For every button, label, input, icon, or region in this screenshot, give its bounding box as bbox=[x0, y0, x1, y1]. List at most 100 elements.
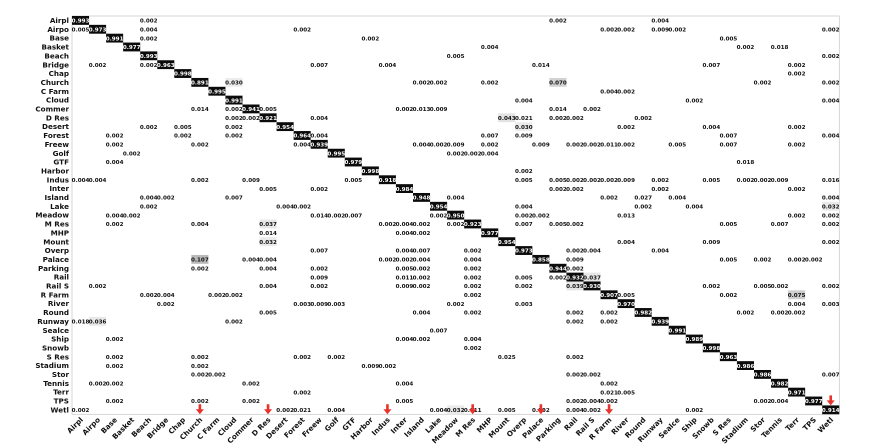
diagonal-value-label: 0.932 bbox=[566, 275, 584, 281]
cell-value-label: 0.009 bbox=[651, 27, 669, 33]
cell-value-label: 0.009 bbox=[617, 178, 635, 184]
diagonal-cell bbox=[225, 95, 243, 105]
cell-value-label: 0.002 bbox=[703, 284, 721, 290]
cell-value-label: 0.004 bbox=[788, 302, 806, 308]
diagonal-value-label: 0.970 bbox=[617, 302, 635, 308]
cell-value-label: 0.004 bbox=[396, 381, 414, 387]
cell-value-label: 0.002 bbox=[566, 311, 584, 317]
diagonal-value-label: 0.923 bbox=[464, 222, 482, 228]
cell-value-label: 0.002 bbox=[771, 311, 789, 317]
cell-value-label: 0.002 bbox=[242, 399, 260, 405]
cell-value-label: 0.004 bbox=[822, 98, 840, 104]
cell-value-label: 0.005 bbox=[344, 178, 362, 184]
cell-value-label: 0.011 bbox=[396, 275, 414, 281]
diagonal-value-label: 0.986 bbox=[737, 364, 755, 370]
diagonal-value-label: 0.998 bbox=[703, 346, 721, 352]
cell-value-label: 0.002 bbox=[754, 399, 772, 405]
cell-value-label: 0.004 bbox=[668, 196, 686, 202]
column-label: TPS bbox=[801, 415, 818, 432]
diagonal-value-label: 0.939 bbox=[310, 143, 328, 149]
diagonal-cell bbox=[106, 33, 124, 43]
diagonal-cell bbox=[208, 86, 226, 96]
row-label: Golf bbox=[53, 149, 70, 158]
arrow-shaft bbox=[266, 404, 270, 410]
row-label: Wetl bbox=[51, 405, 69, 414]
column-label: Freew bbox=[300, 415, 324, 439]
cell-value-label: 0.005 bbox=[498, 408, 516, 414]
row-label: Overp bbox=[45, 246, 69, 255]
cell-value-label: 0.002 bbox=[140, 293, 158, 299]
cell-value-label: 0.002 bbox=[600, 196, 618, 202]
column-label: Airpo bbox=[80, 415, 102, 437]
cell-value-label: 0.007 bbox=[822, 373, 840, 379]
heatmap-cell bbox=[89, 316, 107, 326]
diagonal-cell bbox=[413, 193, 431, 202]
diagonal-cell bbox=[293, 131, 311, 140]
cell-value-label: 0.009 bbox=[515, 134, 533, 140]
cell-value-label: 0.003 bbox=[327, 302, 345, 308]
diagonal-cell bbox=[361, 166, 379, 176]
cell-value-label: 0.002 bbox=[566, 143, 584, 149]
cell-value-label: 0.002 bbox=[89, 63, 107, 69]
row-label: Parking bbox=[38, 264, 69, 273]
cell-value-label: 0.002 bbox=[617, 89, 635, 95]
row-label: Base bbox=[50, 34, 70, 43]
cell-value-label: 0.009 bbox=[703, 240, 721, 246]
row-label: Sealce bbox=[42, 326, 69, 335]
diagonal-cell bbox=[140, 51, 158, 61]
heatmap-cell bbox=[447, 405, 465, 415]
row-label: Runway bbox=[37, 317, 69, 326]
cell-value-label: 0.004 bbox=[566, 408, 584, 414]
diagonal-cell bbox=[89, 24, 107, 34]
cell-value-label: 0.002 bbox=[549, 19, 567, 25]
diagonal-cell bbox=[805, 396, 823, 406]
cell-value-label: 0.070 bbox=[549, 81, 567, 87]
cell-value-label: 0.014 bbox=[310, 213, 328, 219]
diagonal-value-label: 0.991 bbox=[225, 98, 243, 104]
row-label: Snowb bbox=[42, 343, 69, 352]
cell-value-label: 0.014 bbox=[549, 107, 567, 113]
cell-value-label: 0.005 bbox=[703, 178, 721, 184]
diagonal-value-label: 0.918 bbox=[379, 178, 397, 184]
cell-value-label: 0.002 bbox=[464, 346, 482, 352]
cell-value-label: 0.004 bbox=[396, 337, 414, 343]
cell-value-label: 0.004 bbox=[379, 63, 397, 69]
cell-value-label: 0.004 bbox=[464, 258, 482, 264]
cell-value-label: 0.002 bbox=[191, 178, 209, 184]
cell-value-label: 0.002 bbox=[293, 204, 311, 210]
heatmap-cell bbox=[549, 77, 567, 87]
cell-value-label: 0.036 bbox=[89, 320, 107, 326]
arrow-head bbox=[383, 409, 392, 415]
cell-value-label: 0.002 bbox=[515, 213, 533, 219]
cell-value-label: 0.002 bbox=[822, 284, 840, 290]
cell-value-label: 0.002 bbox=[191, 143, 209, 149]
cell-value-label: 0.002 bbox=[447, 222, 465, 228]
diagonal-cell bbox=[157, 60, 175, 70]
row-label: TPS bbox=[54, 397, 69, 406]
cell-value-label: 0.002 bbox=[89, 381, 107, 387]
cell-value-label: 0.002 bbox=[106, 355, 124, 361]
cell-value-label: 0.002 bbox=[600, 320, 618, 326]
cell-value-label: 0.002 bbox=[106, 364, 124, 370]
cell-value-label: 0.002 bbox=[191, 364, 209, 370]
diagonal-value-label: 0.907 bbox=[600, 293, 618, 299]
cell-value-label: 0.002 bbox=[225, 134, 243, 140]
cell-value-label: 0.004 bbox=[191, 222, 209, 228]
row-label: Indus bbox=[47, 175, 69, 184]
diagonal-cell bbox=[123, 42, 141, 52]
cell-value-label: 0.004 bbox=[293, 143, 311, 149]
diagonal-cell bbox=[72, 16, 90, 25]
cell-value-label: 0.004 bbox=[703, 125, 721, 131]
row-label: Meadow bbox=[35, 211, 69, 220]
cell-value-label: 0.002 bbox=[822, 240, 840, 246]
row-label: S Res bbox=[47, 352, 69, 361]
cell-value-label: 0.004 bbox=[310, 134, 328, 140]
cell-value-label: 0.005 bbox=[72, 27, 90, 33]
cell-value-label: 0.002 bbox=[754, 81, 772, 87]
cell-value-label: 0.002 bbox=[668, 27, 686, 33]
cell-value-label: 0.002 bbox=[140, 125, 158, 131]
cell-value-label: 0.004 bbox=[396, 222, 414, 228]
cell-value-label: 0.002 bbox=[225, 293, 243, 299]
cell-value-label: 0.002 bbox=[293, 390, 311, 396]
